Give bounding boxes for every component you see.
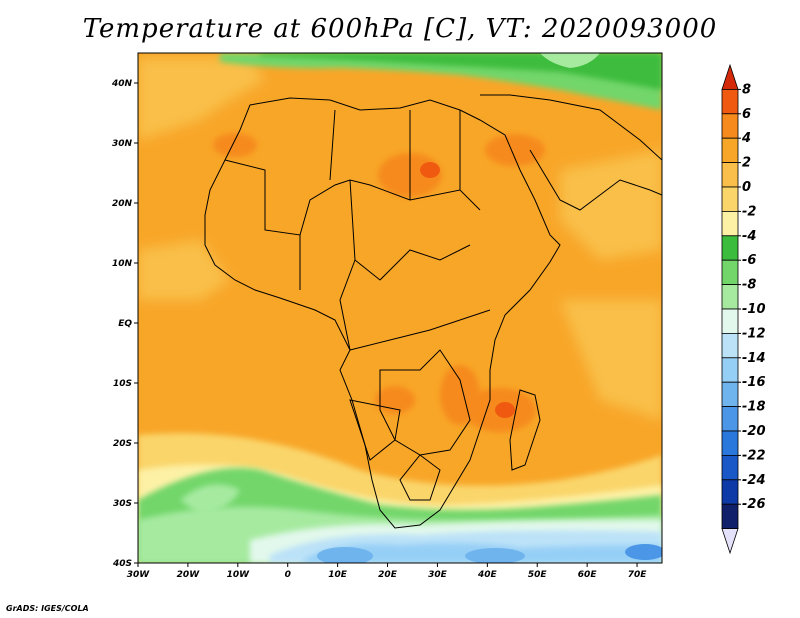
lon-tick-label: 20W xyxy=(177,570,201,580)
colorbar-swatch xyxy=(721,381,739,408)
colorbar-swatch xyxy=(721,406,739,432)
colorbar-swatch xyxy=(721,503,739,530)
latitude-axis: 40N 30N 20N 10N EQ 10S 20S 30S 40S xyxy=(111,79,138,569)
colorbar-label: -12 xyxy=(742,326,766,341)
colorbar-swatch xyxy=(721,357,739,383)
chart-title: Temperature at 600hPa [C], VT: 202009300… xyxy=(82,14,718,44)
coastlines xyxy=(204,94,662,529)
colorbar-label: -6 xyxy=(742,253,756,268)
lon-tick-label: 30E xyxy=(428,570,448,580)
colorbar-swatch xyxy=(721,430,739,456)
colorbar-swatch xyxy=(721,284,739,310)
colorbar-swatch xyxy=(721,479,739,505)
lon-tick-label: 10E xyxy=(328,570,348,580)
colorbar-label: 2 xyxy=(742,156,751,171)
colorbar-swatch xyxy=(721,332,739,359)
colorbar-label: -24 xyxy=(742,473,766,488)
colorbar-label: 6 xyxy=(742,107,751,122)
colorbar-swatch xyxy=(721,454,739,481)
lat-tick-label: 30S xyxy=(113,499,132,509)
colorbar-label: -18 xyxy=(742,400,766,415)
colorbar-swatch xyxy=(721,210,739,237)
colorbar-swatch xyxy=(721,89,739,115)
colorbar-label: -10 xyxy=(742,302,766,317)
colorbar-swatch xyxy=(721,259,739,286)
plot-frame xyxy=(137,52,663,564)
colorbar-swatch xyxy=(721,113,739,139)
colorbar-swatch xyxy=(721,137,739,163)
colorbar-label: -8 xyxy=(742,278,756,293)
lon-tick-label: 20E xyxy=(378,570,398,580)
temperature-field xyxy=(138,53,662,563)
colorbar-label: 0 xyxy=(742,180,751,195)
colorbar: 8 6 4 2 0 -2 -4 -6 -8 -10 -12 -14 -16 -18 -20 -22 -24 -26 xyxy=(721,63,766,555)
lat-tick-label: EQ xyxy=(118,319,132,329)
colorbar-label: 8 xyxy=(742,82,751,97)
credit-text: GrADS: IGES/COLA xyxy=(6,604,89,613)
lon-tick-label: 40E xyxy=(477,570,498,580)
lon-tick-label: 10W xyxy=(227,570,251,580)
colorbar-label: -26 xyxy=(742,497,766,512)
colorbar-label: -20 xyxy=(742,424,766,439)
lon-tick-label: 0 xyxy=(285,570,291,580)
colorbar-swatch xyxy=(721,162,739,188)
colorbar-swatch xyxy=(721,235,739,261)
colorbar-label: -4 xyxy=(742,229,756,244)
lat-tick-label: 40S xyxy=(112,559,132,569)
colorbar-label: -16 xyxy=(742,375,766,390)
lat-tick-label: 10S xyxy=(113,379,132,389)
lat-tick-label: 10N xyxy=(112,259,133,269)
longitude-axis: 30W 20W 10W 0 10E 20E 30E 40E 50E 60E 70E xyxy=(127,563,647,580)
lon-tick-label: 60E xyxy=(578,570,598,580)
colorbar-swatch xyxy=(721,308,739,334)
lat-tick-label: 30N xyxy=(112,139,133,149)
lon-tick-label: 30W xyxy=(127,570,151,580)
colorbar-swatch xyxy=(721,63,739,90)
lon-tick-label: 70E xyxy=(628,570,648,580)
colorbar-label: -22 xyxy=(742,448,766,463)
lat-tick-label: 20S xyxy=(113,439,132,449)
colorbar-label: 4 xyxy=(741,131,751,146)
colorbar-label: -2 xyxy=(742,204,756,219)
lat-tick-label: 40N xyxy=(111,79,133,89)
lat-tick-label: 20N xyxy=(112,199,133,209)
colorbar-swatch xyxy=(721,186,739,212)
lon-tick-label: 50E xyxy=(528,570,548,580)
colorbar-label: -14 xyxy=(742,351,766,366)
colorbar-swatch xyxy=(721,528,739,555)
